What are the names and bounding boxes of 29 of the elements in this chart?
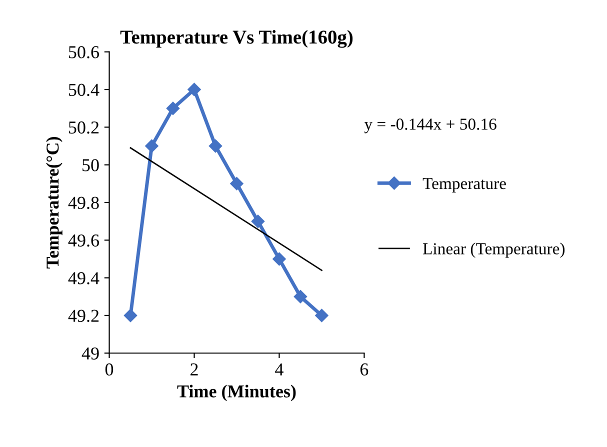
- point: [294, 290, 308, 304]
- point: [272, 252, 286, 266]
- point: [145, 139, 158, 153]
- legend-label: Temperature: [422, 178, 506, 193]
- y-axis-title: Temperature(°C): [46, 136, 62, 269]
- x-axis-title: Time (Minutes): [177, 384, 296, 402]
- y-tick-label: 49: [82, 347, 99, 360]
- y-tick-label: 50.2: [68, 121, 99, 134]
- y-tick-label: 50.4: [68, 84, 100, 96]
- x-tick-label: 0: [105, 363, 114, 376]
- x-tick-label: 4: [275, 363, 284, 376]
- y-tick-label: 50.6: [68, 46, 99, 58]
- point: [124, 308, 138, 322]
- x-tick-label: 6: [360, 363, 368, 376]
- point: [230, 177, 244, 190]
- point: [251, 214, 265, 228]
- y-tick-label: 49.8: [68, 196, 99, 210]
- y-tick-label: 49.6: [68, 234, 99, 247]
- y-tick-label: 49.2: [68, 310, 99, 322]
- y-tick-label: 49.4: [68, 272, 100, 284]
- x-tick-label: 2: [190, 363, 198, 376]
- legend-label: Linear (Temperature): [423, 242, 565, 258]
- point: [166, 102, 180, 115]
- chart-title: Temperature Vs Time(160g): [120, 30, 353, 48]
- point: [208, 139, 222, 153]
- text: y = -0.144x + 50.16: [364, 118, 496, 134]
- point: [188, 82, 201, 96]
- point: [315, 308, 328, 322]
- y-tick-label: 50: [82, 159, 99, 172]
